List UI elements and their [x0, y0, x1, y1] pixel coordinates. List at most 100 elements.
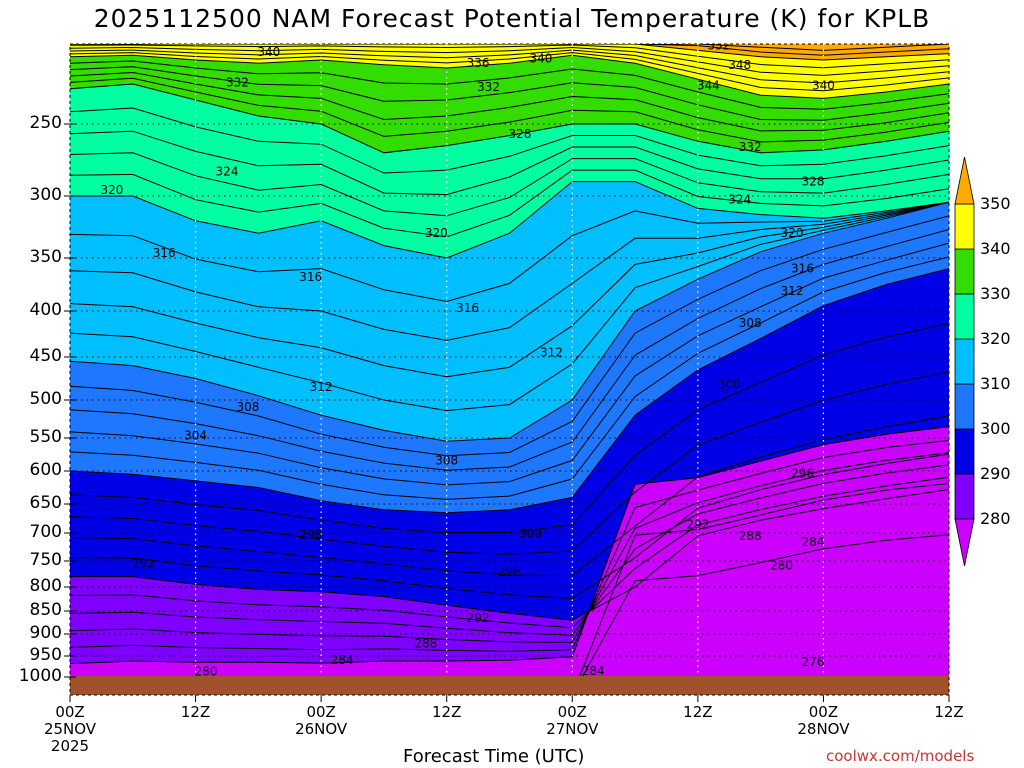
isentrope-282	[70, 439, 949, 652]
colorbar-segment	[954, 248, 975, 295]
isentrope-310	[70, 201, 949, 442]
colorbar-level-label: 290	[980, 464, 1011, 483]
isentrope-290	[70, 489, 949, 621]
isentrope-316	[70, 201, 949, 341]
isentrope-280	[70, 426, 949, 665]
isentrope-278	[70, 483, 949, 695]
y-tick-label: 800	[29, 576, 62, 596]
y-tick-label: 350	[29, 247, 62, 267]
contour-label: 288	[414, 637, 437, 651]
contour-label: 284	[582, 664, 605, 678]
contour-label: 352	[707, 39, 730, 53]
contour-labels: 340 332 324 320 316 316 312 308 304 298 292 336 332 3…	[100, 39, 834, 679]
x-axis-title: Forecast Time (UTC)	[403, 746, 585, 767]
contour-label: 298	[299, 528, 322, 542]
colorbar	[954, 156, 975, 567]
plot-frame	[69, 43, 950, 696]
x-tick-label: 12Z	[683, 703, 713, 721]
colorbar-level-label: 280	[980, 509, 1011, 528]
contour-label: 308	[236, 400, 259, 414]
isentrope-354	[70, 44, 949, 51]
colorbar-segment	[954, 428, 975, 475]
isentrope-340	[70, 54, 949, 99]
y-tick-label: 250	[29, 113, 62, 133]
contour-label: 316	[299, 270, 322, 284]
ground-terrain	[70, 676, 949, 695]
isentrope-298	[70, 323, 949, 534]
contour-label: 296	[498, 565, 521, 579]
contour-label: 336	[467, 56, 490, 70]
isentrope-328	[70, 107, 949, 174]
isentrope-346	[70, 46, 949, 76]
chart-title: 2025112500 NAM Forecast Potential Temper…	[93, 4, 931, 33]
isentrope-348	[70, 44, 949, 69]
isentrope-284	[70, 452, 949, 643]
contour-label: 340	[529, 51, 552, 65]
y-tick-label: 1000	[18, 666, 62, 686]
y-tick-label: 600	[29, 460, 62, 480]
contour-label: 292	[686, 517, 709, 531]
contour-label: 284	[331, 653, 354, 667]
contour-label: 292	[132, 557, 155, 571]
contour-label: 328	[509, 127, 532, 141]
contour-label: 304	[184, 429, 207, 443]
x-tick-label: 00Z 26NOV	[295, 703, 348, 738]
colorbar-segment	[954, 473, 975, 520]
contour-label: 312	[310, 380, 333, 394]
isentrope-294	[70, 415, 949, 577]
isentrope-344	[70, 49, 949, 84]
contour-label: 316	[153, 246, 176, 260]
isentrope-350	[70, 44, 949, 61]
contour-label: 324	[216, 165, 239, 179]
contour-label: 300	[519, 527, 542, 541]
contour-label: 332	[226, 75, 249, 89]
isentrope-320	[70, 181, 949, 259]
colorbar-segment	[954, 383, 975, 430]
contour-label: 316	[456, 301, 479, 315]
colorbar-level-label: 350	[980, 194, 1011, 213]
isentrope-314	[70, 201, 949, 378]
isentrope-342	[70, 52, 949, 92]
y-tick-label: 650	[29, 493, 62, 513]
y-tick-label: 300	[29, 185, 62, 205]
x-tick-label: 00Z 25NOV 2025	[43, 703, 97, 755]
contour-label: 328	[802, 175, 825, 189]
colorbar-segment	[954, 338, 975, 385]
isentrope-332	[70, 77, 949, 143]
isentrope-302	[70, 256, 949, 500]
isentrope-326	[70, 130, 949, 196]
isentrope-296	[70, 371, 949, 555]
contour-label: 348	[728, 58, 751, 72]
contour-label: 324	[728, 193, 751, 207]
isentrope-300	[70, 268, 949, 514]
contour-label: 340	[257, 45, 280, 59]
isentrope-318	[70, 201, 949, 303]
x-tick-label: 12Z	[432, 703, 462, 721]
axis-ticks	[64, 123, 950, 702]
isentrope-352	[70, 44, 949, 56]
isentrope-276	[70, 534, 949, 695]
contour-label: 312	[540, 345, 563, 359]
isentrope-312	[70, 201, 949, 412]
contour-label: 316	[791, 262, 814, 276]
contour-label: 284	[802, 535, 825, 549]
contour-label: 276	[802, 655, 825, 669]
contour-label: 308	[435, 453, 458, 467]
isentrope-336	[70, 66, 949, 121]
x-tick-label: 00Z 27NOV	[546, 703, 599, 738]
isentrope-334	[70, 71, 949, 132]
contour-label: 312	[781, 284, 804, 298]
isentrope-286	[70, 464, 949, 636]
isentrope-304	[70, 242, 949, 486]
isentrope-324	[70, 152, 949, 217]
y-tick-label: 400	[29, 300, 62, 320]
colorbar-level-label: 310	[980, 374, 1011, 393]
contour-label: 308	[739, 316, 762, 330]
x-tick-label: 00Z 28NOV	[797, 703, 850, 738]
contour-label: 296	[791, 467, 814, 481]
contour-label: 288	[739, 529, 762, 543]
y-tick-label: 450	[29, 346, 62, 366]
colorbar-level-label: 320	[980, 329, 1011, 348]
contour-label: 332	[739, 140, 762, 154]
